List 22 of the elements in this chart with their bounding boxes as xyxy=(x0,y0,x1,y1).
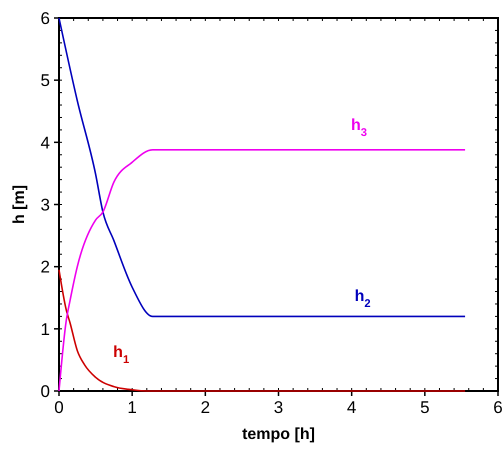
y-tick-label: 2 xyxy=(40,258,50,277)
x-tick-label: 0 xyxy=(54,398,64,417)
x-tick-label: 2 xyxy=(200,398,210,417)
y-axis-title: h [m] xyxy=(11,184,28,224)
y-tick-label: 3 xyxy=(40,196,50,214)
x-tick-label: 6 xyxy=(493,398,502,417)
y-tick-label: 4 xyxy=(40,133,50,152)
y-tick-label: 0 xyxy=(40,382,50,401)
line-series xyxy=(58,17,466,318)
x-axis-title: tempo [h] xyxy=(242,426,315,443)
x-tick-label: 3 xyxy=(274,398,284,417)
series-label: h$_{2}$ xyxy=(354,288,371,310)
x-tick-label: 5 xyxy=(420,398,430,417)
series-label: h$_{3}$ xyxy=(350,116,367,139)
series-label: h$_{1}$ xyxy=(113,344,130,366)
x-tick-label: 1 xyxy=(127,398,137,417)
y-tick-label: 5 xyxy=(40,71,50,90)
x-tick-label: 4 xyxy=(346,398,356,417)
line-series xyxy=(58,268,466,392)
y-tick-label: 1 xyxy=(40,320,50,339)
line-series xyxy=(58,148,466,392)
y-tick-label: 6 xyxy=(40,9,50,28)
